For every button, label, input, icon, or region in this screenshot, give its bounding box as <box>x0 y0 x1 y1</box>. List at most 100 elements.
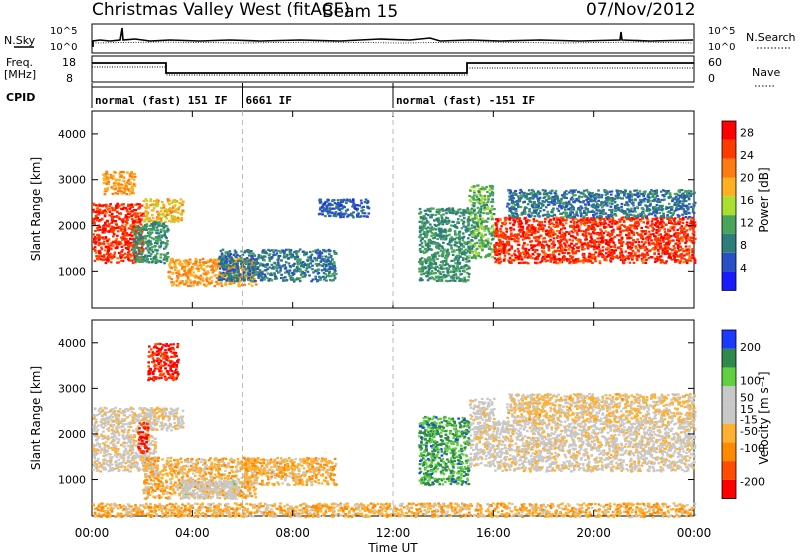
data-cell <box>685 224 689 227</box>
data-cell <box>156 242 159 245</box>
data-cell <box>450 246 453 250</box>
data-cell <box>513 253 517 256</box>
data-cell <box>628 241 631 244</box>
data-cell <box>356 213 359 216</box>
data-cell <box>296 268 299 271</box>
data-cell <box>167 200 170 203</box>
data-cell <box>248 261 252 264</box>
data-cell <box>475 254 479 257</box>
data-cell <box>485 203 488 206</box>
data-cell <box>648 243 651 246</box>
data-cell <box>640 233 643 236</box>
data-cell <box>346 215 349 218</box>
data-cell <box>117 261 121 264</box>
data-cell <box>129 227 133 230</box>
data-cell <box>177 284 180 287</box>
data-cell <box>361 212 364 215</box>
data-cell <box>672 239 675 242</box>
data-cell <box>637 243 641 246</box>
data-cell <box>201 261 205 264</box>
data-cell <box>131 243 135 246</box>
data-cell <box>511 234 515 237</box>
data-cell <box>183 270 186 273</box>
data-cell <box>237 276 241 279</box>
data-cell <box>112 231 115 234</box>
data-cell <box>455 213 458 216</box>
data-cell <box>97 234 101 237</box>
data-cell <box>165 253 169 256</box>
data-cell <box>475 195 479 198</box>
data-cell <box>493 230 497 233</box>
data-cell <box>609 238 613 241</box>
data-cell <box>116 226 119 229</box>
data-cell <box>421 250 425 253</box>
data-cell <box>169 259 173 262</box>
data-cell <box>419 267 422 271</box>
data-cell <box>533 227 536 230</box>
data-cell <box>456 218 460 221</box>
data-cell <box>183 261 187 264</box>
data-cell <box>641 261 645 264</box>
data-cell <box>212 258 216 261</box>
data-cell <box>351 198 355 201</box>
data-cell <box>267 279 270 282</box>
data-cell <box>524 247 528 250</box>
data-cell <box>582 258 586 261</box>
data-cell <box>553 225 557 228</box>
data-cell <box>113 233 116 236</box>
data-cell <box>642 230 645 233</box>
data-cell <box>513 249 517 252</box>
data-cell <box>446 220 449 223</box>
data-cell <box>521 225 525 228</box>
data-cell <box>138 203 141 206</box>
data-cell <box>145 247 148 250</box>
data-cell <box>168 265 172 268</box>
data-cell <box>546 232 550 235</box>
data-cell <box>447 207 451 210</box>
data-cell <box>450 259 453 262</box>
data-cell <box>304 269 308 272</box>
data-cell <box>288 269 292 272</box>
data-cell <box>359 199 363 202</box>
data-cell <box>193 280 197 283</box>
data-cell <box>486 207 490 210</box>
data-cell <box>237 284 241 288</box>
data-cell <box>110 225 114 228</box>
data-cell <box>439 276 442 279</box>
data-cell <box>103 253 106 257</box>
data-cell <box>124 247 128 250</box>
data-cell <box>118 173 122 176</box>
data-cell <box>592 248 596 251</box>
data-cell <box>468 228 471 231</box>
data-cell <box>660 236 663 239</box>
data-cell <box>644 246 648 249</box>
data-cell <box>684 249 688 252</box>
data-cell <box>600 217 603 220</box>
data-cell <box>235 258 238 261</box>
data-cell <box>515 235 518 238</box>
data-cell <box>432 207 435 210</box>
data-cell <box>331 203 334 206</box>
data-cell <box>546 259 549 262</box>
data-cell <box>342 213 345 216</box>
data-cell <box>591 255 595 258</box>
data-cell <box>452 265 456 268</box>
data-cell <box>299 270 302 273</box>
data-cell <box>312 250 315 253</box>
data-cell <box>264 269 268 272</box>
data-cell <box>418 270 421 273</box>
data-cell <box>125 193 129 196</box>
data-cell <box>128 175 132 178</box>
data-cell <box>168 263 171 266</box>
data-cell <box>571 239 574 242</box>
data-cell <box>461 253 464 256</box>
data-cell <box>552 231 555 234</box>
data-cell <box>162 253 166 256</box>
data-cell <box>554 260 557 263</box>
data-cell <box>475 224 478 227</box>
data-cell <box>634 245 637 248</box>
data-cell <box>662 240 665 243</box>
data-cell <box>157 232 161 235</box>
data-cell <box>251 256 254 259</box>
data-cell <box>354 207 357 210</box>
